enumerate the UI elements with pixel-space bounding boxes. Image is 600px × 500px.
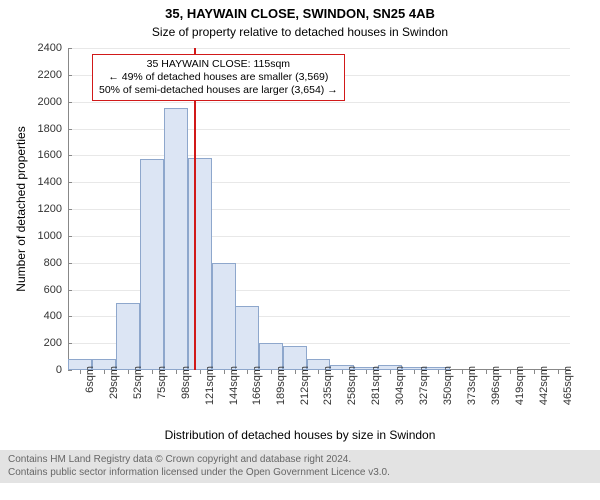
gridline-h — [68, 129, 570, 130]
y-tick-label: 1600 — [38, 149, 68, 161]
x-tick-label: 212sqm — [299, 366, 311, 405]
x-tick-label: 304sqm — [394, 366, 406, 405]
x-tick-mark — [534, 370, 535, 374]
x-tick-label: 235sqm — [322, 366, 334, 405]
x-tick-mark — [295, 370, 296, 374]
x-tick-mark — [486, 370, 487, 374]
chart-container: 35, HAYWAIN CLOSE, SWINDON, SN25 4AB Siz… — [0, 0, 600, 500]
gridline-h — [68, 155, 570, 156]
x-tick-label: 29sqm — [108, 366, 120, 399]
gridline-h — [68, 102, 570, 103]
histogram-bar — [235, 306, 259, 370]
x-tick-label: 6sqm — [84, 366, 96, 393]
y-tick-label: 1200 — [38, 203, 68, 215]
histogram-bar — [140, 159, 164, 370]
y-tick-label: 200 — [44, 337, 68, 349]
x-tick-mark — [342, 370, 343, 374]
x-tick-label: 144sqm — [228, 366, 240, 405]
annotation-box: 35 HAYWAIN CLOSE: 115sqm← 49% of detache… — [92, 54, 345, 101]
histogram-bar — [116, 303, 140, 370]
x-tick-mark — [318, 370, 319, 374]
y-tick-label: 800 — [44, 257, 68, 269]
x-tick-mark — [128, 370, 129, 374]
histogram-bar — [212, 263, 236, 370]
plot-area: 0200400600800100012001400160018002000220… — [68, 48, 570, 370]
x-tick-mark — [176, 370, 177, 374]
x-tick-mark — [366, 370, 367, 374]
gridline-h — [68, 48, 570, 49]
histogram-bar — [188, 158, 212, 370]
footer-attribution: Contains HM Land Registry data © Crown c… — [0, 450, 600, 483]
y-tick-label: 2400 — [38, 42, 68, 54]
x-tick-label: 396sqm — [490, 366, 502, 405]
x-tick-label: 75sqm — [156, 366, 168, 399]
y-tick-label: 2000 — [38, 96, 68, 108]
x-tick-label: 419sqm — [514, 366, 526, 405]
title-line-1: 35, HAYWAIN CLOSE, SWINDON, SN25 4AB — [0, 6, 600, 21]
x-tick-label: 465sqm — [562, 366, 574, 405]
x-tick-mark — [510, 370, 511, 374]
y-tick-label: 1400 — [38, 176, 68, 188]
histogram-bar — [164, 108, 188, 370]
x-tick-mark — [152, 370, 153, 374]
x-tick-mark — [80, 370, 81, 374]
x-tick-mark — [414, 370, 415, 374]
x-tick-label: 350sqm — [442, 366, 454, 405]
x-tick-label: 281sqm — [370, 366, 382, 405]
x-tick-mark — [224, 370, 225, 374]
x-tick-label: 327sqm — [418, 366, 430, 405]
x-tick-mark — [462, 370, 463, 374]
y-tick-label: 400 — [44, 310, 68, 322]
x-tick-mark — [200, 370, 201, 374]
footer-line-1: Contains HM Land Registry data © Crown c… — [8, 454, 592, 467]
footer-line-2: Contains public sector information licen… — [8, 467, 592, 480]
y-tick-label: 2200 — [38, 69, 68, 81]
x-tick-label: 373sqm — [466, 366, 478, 405]
x-tick-label: 189sqm — [275, 366, 287, 405]
y-tick-label: 1800 — [38, 123, 68, 135]
title-line-2: Size of property relative to detached ho… — [0, 25, 600, 39]
x-tick-mark — [104, 370, 105, 374]
y-tick-label: 1000 — [38, 230, 68, 242]
x-tick-mark — [247, 370, 248, 374]
x-tick-mark — [390, 370, 391, 374]
annotation-line: 50% of semi-detached houses are larger (… — [99, 84, 338, 97]
x-tick-label: 98sqm — [180, 366, 192, 399]
x-tick-mark — [558, 370, 559, 374]
x-tick-label: 442sqm — [538, 366, 550, 405]
annotation-line: 35 HAYWAIN CLOSE: 115sqm — [99, 58, 338, 71]
annotation-line: ← 49% of detached houses are smaller (3,… — [99, 71, 338, 84]
x-tick-mark — [271, 370, 272, 374]
y-axis-label: Number of detached properties — [14, 48, 28, 370]
y-tick-label: 0 — [56, 364, 68, 376]
x-tick-label: 258sqm — [346, 366, 358, 405]
x-axis-label: Distribution of detached houses by size … — [0, 428, 600, 442]
y-tick-label: 600 — [44, 284, 68, 296]
x-tick-label: 121sqm — [204, 366, 216, 405]
x-tick-label: 52sqm — [132, 366, 144, 399]
x-tick-mark — [438, 370, 439, 374]
x-tick-label: 166sqm — [251, 366, 263, 405]
